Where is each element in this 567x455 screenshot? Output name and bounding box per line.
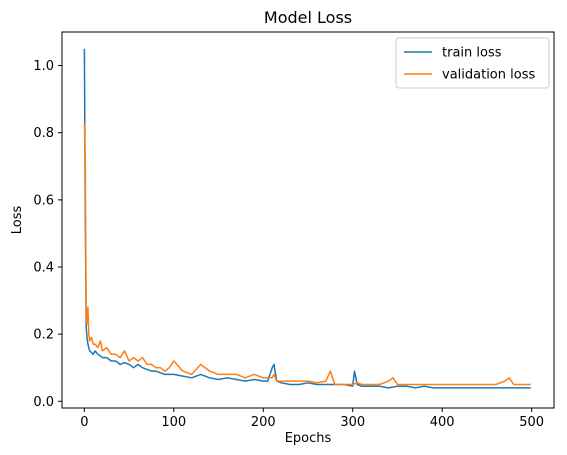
series-line-train-loss (83, 48, 531, 389)
series-line-validation-loss (83, 122, 531, 386)
legend-label: train loss (442, 46, 502, 61)
legend: train loss validation loss (395, 37, 550, 89)
legend-label: validation loss (442, 68, 535, 83)
series-layer (83, 48, 531, 389)
y-axis-title: Loss (10, 206, 25, 235)
x-axis-title: Epochs (285, 431, 332, 446)
x-tick-label: 100 (161, 415, 186, 430)
x-axis: 0 100 200 300 400 500 (80, 408, 544, 430)
y-tick-label: 1.0 (33, 59, 54, 74)
y-axis: 0.0 0.2 0.4 0.6 0.8 1.0 (33, 59, 62, 410)
chart-title: Model Loss (264, 8, 352, 27)
x-tick-label: 0 (80, 415, 88, 430)
x-tick-label: 300 (340, 415, 365, 430)
legend-box (395, 37, 550, 89)
x-tick-label: 500 (519, 415, 544, 430)
y-tick-label: 0.6 (33, 193, 54, 208)
y-tick-label: 0.0 (33, 395, 54, 410)
x-tick-label: 200 (251, 415, 276, 430)
plot-frame (61, 31, 555, 409)
y-tick-label: 0.4 (33, 261, 54, 276)
y-tick-label: 0.2 (33, 328, 54, 343)
y-tick-label: 0.8 (33, 126, 54, 141)
x-tick-label: 400 (430, 415, 455, 430)
